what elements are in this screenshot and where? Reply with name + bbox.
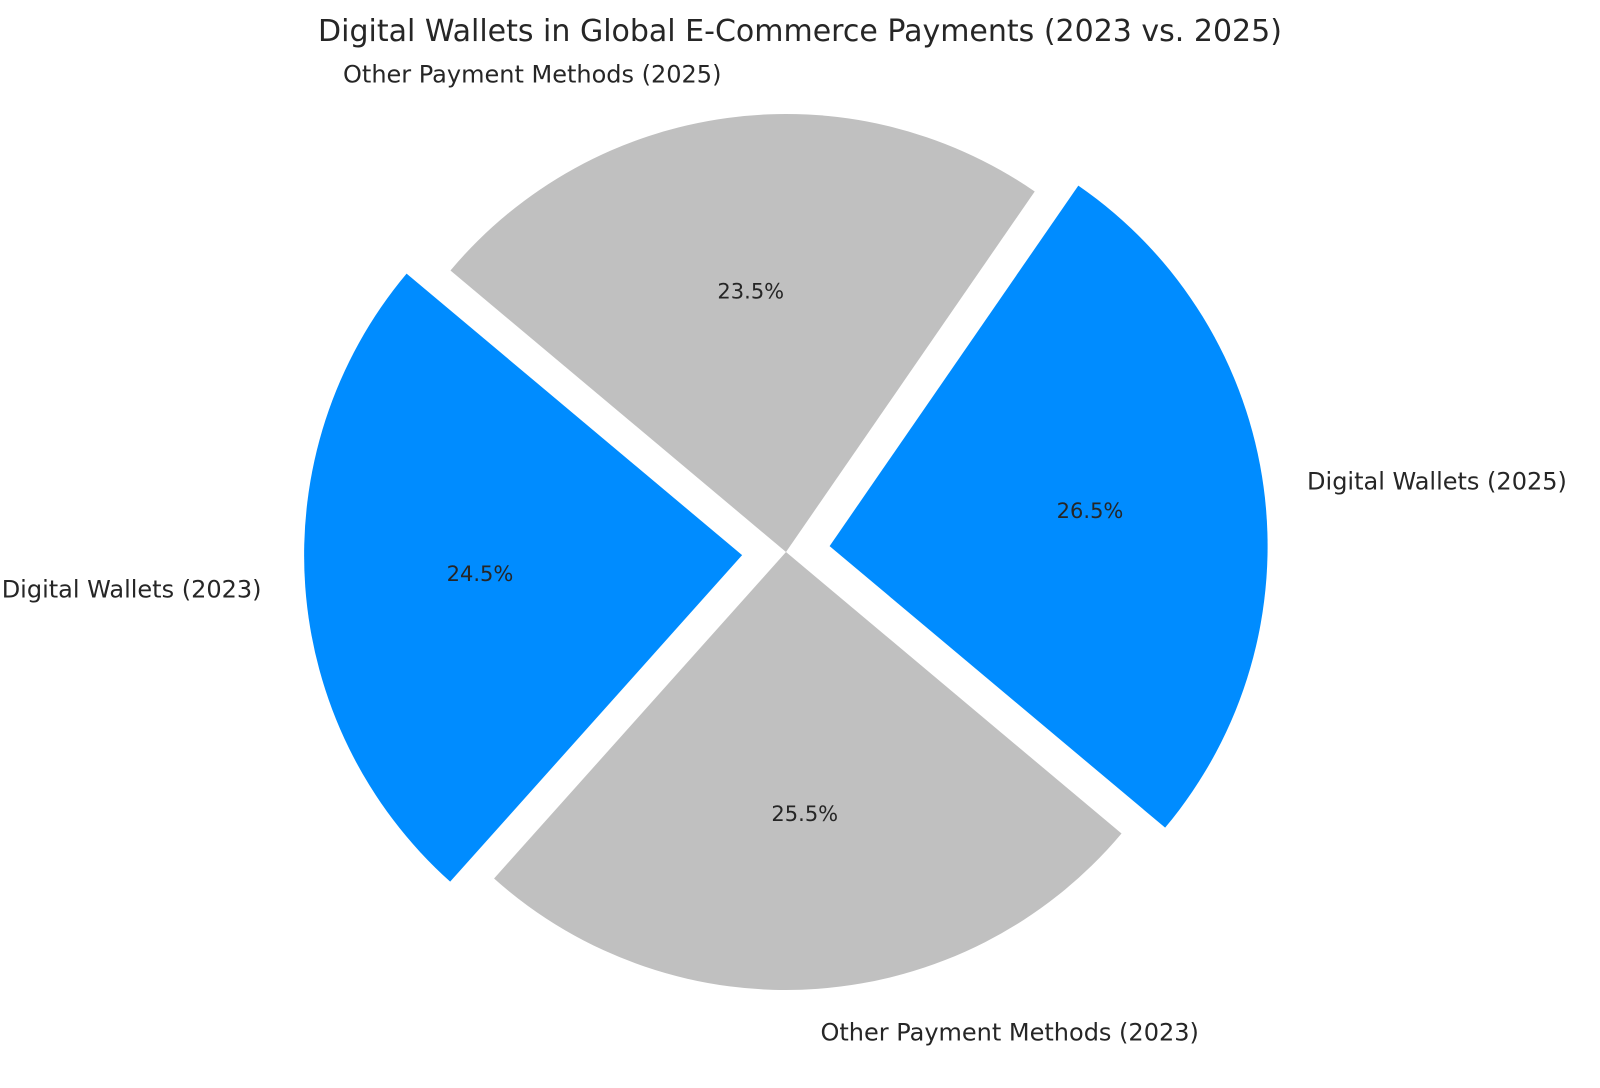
pie-slice [304,273,743,882]
slice-percentage-label: 23.5% [717,280,784,304]
slice-percentage-label: 24.5% [447,562,514,586]
pie-slice [829,185,1268,828]
pie-slice [450,114,1035,553]
chart-title: Digital Wallets in Global E-Commerce Pay… [318,14,1282,49]
slice-label: Other Payment Methods (2025) [343,61,721,89]
slice-percentage-label: 26.5% [1057,499,1124,523]
percentage-labels: 24.5% 25.5% 26.5% 23.5% [447,280,1124,827]
slice-percentage-label: 25.5% [771,802,838,826]
slice-labels: Digital Wallets (2023) Other Payment Meth… [2,61,1567,1047]
pie-slices [304,114,1268,990]
slice-label: Digital Wallets (2025) [1307,468,1567,496]
pie-slice [494,552,1122,990]
slice-label: Other Payment Methods (2023) [820,1019,1198,1047]
slice-label: Digital Wallets (2023) [2,576,262,604]
